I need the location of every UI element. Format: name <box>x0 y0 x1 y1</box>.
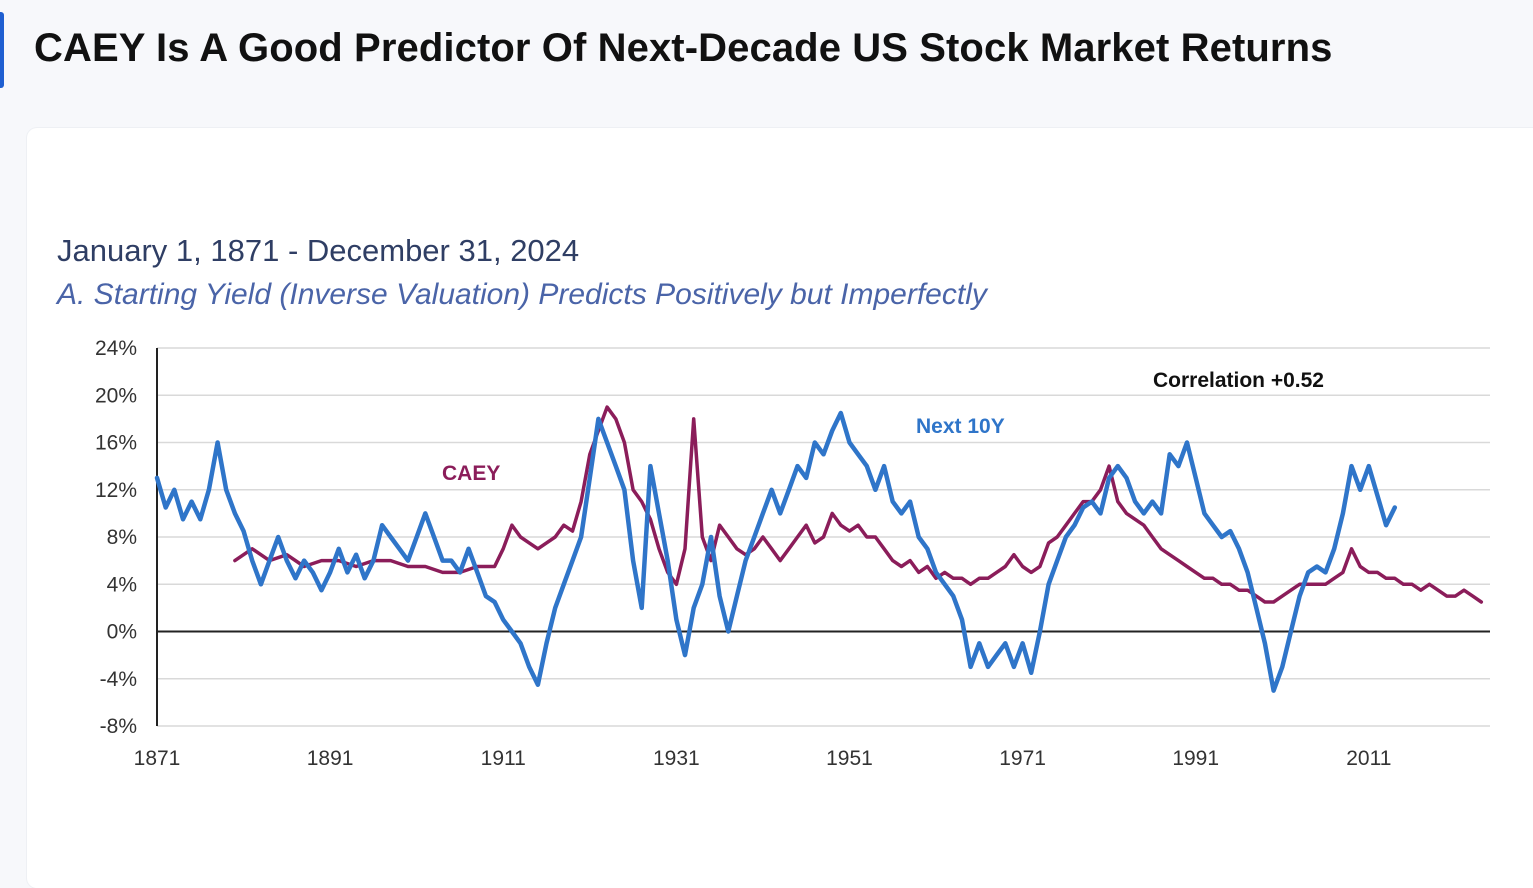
y-tick-label: 24% <box>95 337 137 360</box>
x-tick-label: 1951 <box>826 747 873 770</box>
y-tick-label: -8% <box>100 715 137 738</box>
correlation-annotation: Correlation +0.52 <box>1153 369 1324 392</box>
x-tick-label: 1931 <box>653 747 700 770</box>
x-tick-label: 2011 <box>1346 747 1391 770</box>
y-axis-ticks: 24% 20% 16% 12% 8% 4% 0% -4% -8% <box>95 337 137 738</box>
caey-series-line <box>235 407 1481 602</box>
y-tick-label: -4% <box>100 668 137 691</box>
next10y-series-label: Next 10Y <box>916 415 1005 438</box>
y-tick-label: 12% <box>95 479 137 502</box>
x-axis-ticks: 1871 1891 1911 1931 1951 1971 1991 2011 <box>134 747 1392 770</box>
x-tick-label: 1971 <box>999 747 1046 770</box>
x-tick-label: 1891 <box>307 747 354 770</box>
y-tick-label: 8% <box>107 526 137 549</box>
y-tick-label: 0% <box>107 621 137 644</box>
y-tick-label: 20% <box>95 384 137 407</box>
x-tick-label: 1911 <box>481 747 526 770</box>
x-tick-label: 1871 <box>134 747 181 770</box>
y-tick-label: 4% <box>107 573 137 596</box>
x-tick-label: 1991 <box>1172 747 1219 770</box>
y-tick-label: 16% <box>95 432 137 455</box>
series-lines <box>157 407 1481 691</box>
caey-series-label: CAEY <box>442 462 500 485</box>
